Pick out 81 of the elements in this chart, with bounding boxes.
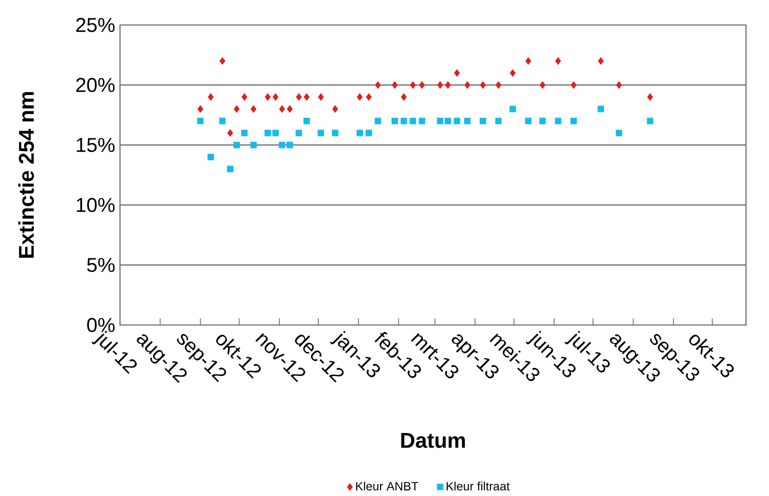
y-axis-title: Extinctie 254 nm: [18, 92, 34, 258]
point: [374, 118, 382, 124]
point: [286, 142, 293, 148]
point: [400, 93, 407, 101]
point: [554, 118, 562, 124]
point: [598, 106, 604, 112]
legend-label: Kleur ANBT: [356, 482, 418, 490]
point: [356, 130, 363, 136]
point: [480, 81, 486, 89]
point: [208, 154, 214, 160]
point: [264, 93, 271, 101]
point: [510, 106, 516, 112]
point: [241, 130, 248, 136]
point: [219, 118, 226, 124]
point: [296, 130, 302, 136]
point: [418, 118, 426, 124]
point: [570, 81, 576, 89]
point: [646, 118, 654, 124]
point: [616, 81, 622, 89]
point: [540, 81, 546, 89]
point: [444, 118, 452, 124]
point: [250, 105, 256, 113]
point: [410, 81, 416, 89]
point: [480, 118, 486, 124]
point: [250, 142, 257, 148]
y-tick-label: 5%: [87, 258, 115, 272]
point: [616, 130, 622, 136]
point: [296, 93, 302, 101]
point: [220, 57, 226, 65]
point: [226, 166, 234, 172]
y-tick-label: 20%: [76, 78, 115, 92]
point: [598, 57, 604, 65]
point: [495, 118, 502, 124]
point: [539, 118, 546, 124]
point: [233, 142, 240, 148]
point: [647, 93, 653, 101]
point: [400, 118, 408, 124]
point: [356, 93, 363, 101]
point: [272, 130, 279, 136]
point: [392, 118, 398, 124]
point: [264, 130, 271, 136]
point: [525, 118, 532, 124]
point: [303, 118, 310, 124]
point: [332, 105, 338, 113]
point: [318, 93, 324, 101]
point: [392, 81, 398, 89]
point: [445, 81, 451, 89]
point: [496, 81, 502, 89]
y-tick-label: 25%: [76, 18, 115, 32]
point: [366, 130, 372, 136]
point: [304, 93, 310, 101]
point: [278, 142, 286, 148]
point: [234, 105, 240, 113]
point: [464, 118, 471, 124]
y-tick-label: 15%: [76, 138, 115, 152]
point: [279, 105, 285, 113]
point: [525, 57, 532, 65]
point: [436, 118, 444, 124]
point: [464, 81, 470, 89]
point: [437, 81, 443, 89]
point: [197, 118, 204, 124]
legend-label: Kleur filtraat: [446, 482, 510, 490]
point: [286, 105, 293, 113]
y-tick-label: 10%: [76, 198, 115, 212]
point: [227, 129, 234, 137]
point: [318, 130, 324, 136]
point: [242, 93, 248, 101]
point: [555, 57, 561, 65]
point: [570, 118, 577, 124]
point: [410, 118, 416, 124]
point: [197, 105, 204, 113]
point: [208, 93, 214, 101]
point: [375, 81, 381, 89]
point: [332, 130, 338, 136]
point: [272, 93, 278, 101]
point: [366, 93, 372, 101]
x-axis-title: Datum: [401, 433, 465, 448]
point: [419, 81, 425, 89]
point: [454, 69, 460, 77]
point: [454, 118, 460, 124]
point: [510, 69, 516, 77]
